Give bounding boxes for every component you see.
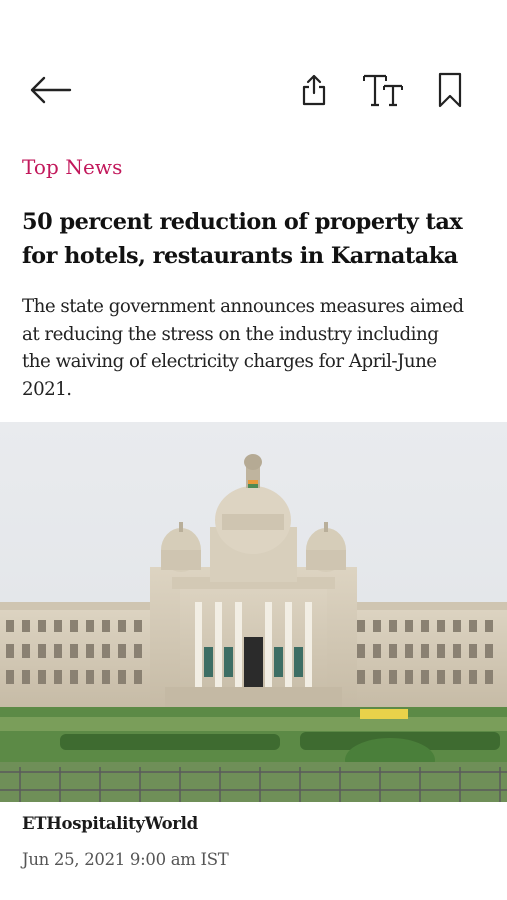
article-headline: 50 percent reduction of property tax for…: [22, 209, 463, 269]
text-size-button[interactable]: [360, 70, 406, 110]
back-button[interactable]: [22, 72, 78, 108]
share-button[interactable]: [296, 70, 332, 110]
bookmark-icon: [438, 72, 462, 108]
article-image: [0, 422, 507, 802]
bookmark-button[interactable]: [432, 70, 468, 110]
text-size-icon: [363, 74, 403, 107]
article-toolbar: [0, 60, 507, 120]
share-upload-icon: [302, 74, 326, 106]
article-category[interactable]: Top News: [22, 155, 123, 179]
article-summary: The state government announces measures …: [22, 296, 464, 400]
article-source[interactable]: ETHospitalityWorld: [22, 814, 198, 833]
article-timestamp: Jun 25, 2021 9:00 am IST: [22, 850, 229, 869]
arrow-left-icon: [30, 76, 72, 104]
